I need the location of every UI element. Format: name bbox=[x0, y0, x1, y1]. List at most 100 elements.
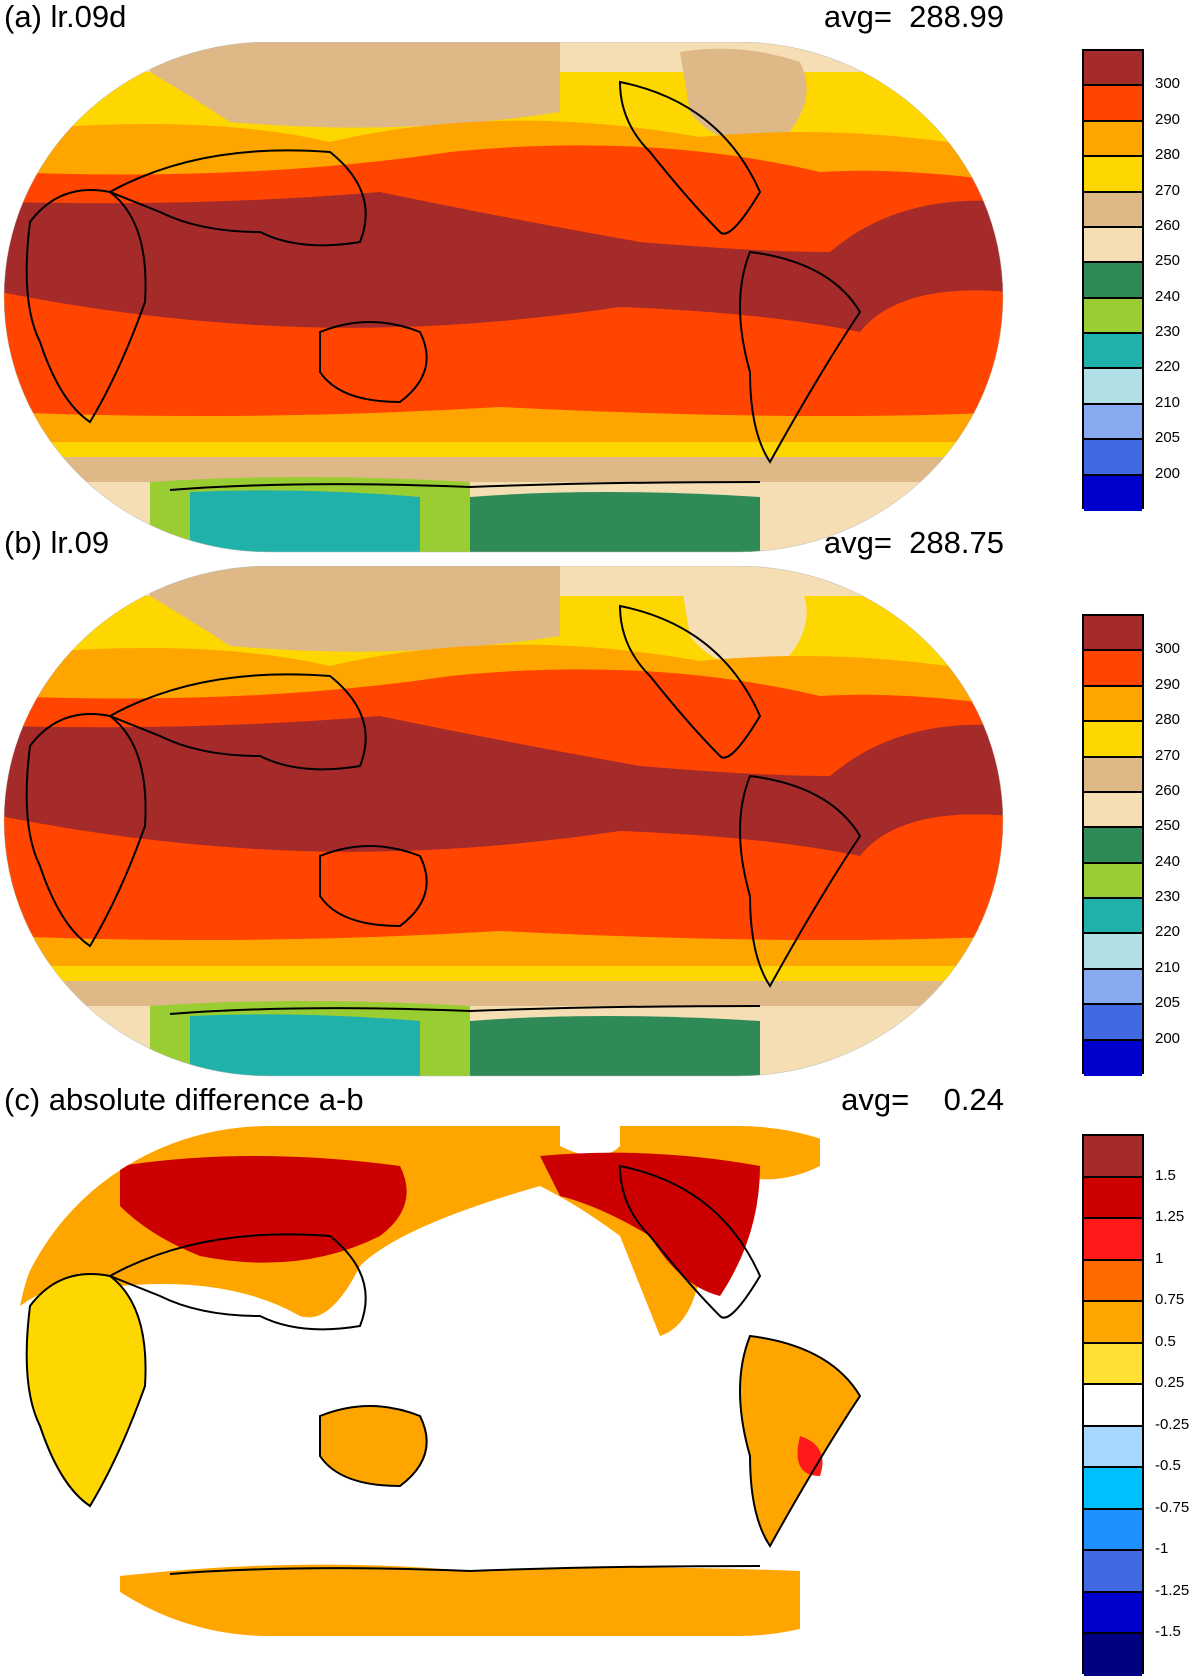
panel-title: (c) absolute difference a-b bbox=[4, 1082, 364, 1117]
coastline-australia bbox=[319, 321, 428, 404]
panel-c: (c) absolute difference a-b avg= 0.24 1.… bbox=[0, 1083, 1194, 1677]
colorbar-label: 1.25 bbox=[1155, 1208, 1185, 1226]
coastlines bbox=[25, 604, 862, 1015]
map-border bbox=[3, 566, 1004, 1077]
coastline-antarctica bbox=[169, 481, 761, 491]
colorbar-label: 205 bbox=[1155, 994, 1181, 1012]
colorbar-label: 250 bbox=[1155, 817, 1181, 835]
map-zone-260 bbox=[150, 42, 560, 128]
colorbar-label: 250 bbox=[1155, 252, 1181, 270]
colorbar-label: 200 bbox=[1155, 464, 1181, 482]
colorbar-swatch bbox=[1084, 1005, 1142, 1041]
coastline-north-america bbox=[618, 1164, 762, 1319]
map-zone-240 bbox=[470, 492, 760, 552]
land-north-america-high bbox=[540, 1152, 760, 1296]
colorbar-swatch bbox=[1084, 616, 1142, 652]
colorbar-swatch bbox=[1084, 969, 1142, 1006]
coastline-antarctica bbox=[169, 1565, 761, 1575]
coastlines bbox=[25, 1164, 862, 1575]
panel-a: (a) lr.09d avg= 288.99 bbox=[0, 0, 1194, 560]
colorbar-swatch bbox=[1084, 686, 1142, 723]
panel-title: (a) lr.09d bbox=[4, 0, 127, 34]
colorbar-label: 220 bbox=[1155, 358, 1181, 376]
map-zone-260-greenland bbox=[680, 48, 807, 144]
colorbar-swatch bbox=[1084, 1592, 1142, 1635]
land-africa bbox=[26, 1274, 146, 1506]
colorbar-label: 280 bbox=[1155, 146, 1181, 164]
colorbar-label: 280 bbox=[1155, 711, 1181, 729]
colorbar-label: 290 bbox=[1155, 110, 1181, 128]
colorbar-swatch bbox=[1084, 263, 1142, 299]
colorbar-label: 205 bbox=[1155, 429, 1181, 447]
panel-average: avg= 288.75 bbox=[824, 526, 1004, 560]
colorbar-swatch bbox=[1084, 51, 1142, 87]
coastline-asia bbox=[107, 1233, 367, 1331]
colorbar-swatch bbox=[1084, 227, 1142, 264]
colorbar-label: 270 bbox=[1155, 746, 1181, 764]
land-eurasia-high bbox=[120, 1156, 407, 1263]
colorbar-label: 230 bbox=[1155, 323, 1181, 341]
colorbar-swatch bbox=[1084, 121, 1142, 158]
land-antarctica bbox=[120, 1564, 800, 1636]
colorbar-label: 0.75 bbox=[1155, 1291, 1185, 1309]
panel-average: avg= 288.99 bbox=[824, 0, 1004, 34]
coastline-asia bbox=[107, 149, 367, 247]
colorbar-swatch bbox=[1084, 1468, 1142, 1510]
avg-label: avg= bbox=[823, 525, 892, 560]
coastline-australia bbox=[319, 1405, 428, 1488]
colorbar-label: 210 bbox=[1155, 958, 1181, 976]
colorbar-swatch bbox=[1084, 192, 1142, 228]
map-zone-250-greenland bbox=[680, 572, 807, 668]
colorbar-swatch bbox=[1084, 1040, 1142, 1076]
colorbar-swatch bbox=[1084, 1426, 1142, 1469]
map-zone-220 bbox=[190, 490, 420, 552]
map-zone-260 bbox=[150, 566, 560, 652]
map-zone-240 bbox=[470, 1016, 760, 1076]
colorbar-swatch bbox=[1084, 899, 1142, 935]
colorbar-label: 290 bbox=[1155, 675, 1181, 693]
panel-average: avg= 0.24 bbox=[841, 1083, 1004, 1117]
coastline-south-america bbox=[739, 774, 862, 988]
colorbar-label: 220 bbox=[1155, 923, 1181, 941]
colorbar-swatch bbox=[1084, 1343, 1142, 1386]
colorbar-swatch bbox=[1084, 863, 1142, 899]
colorbar-label: 240 bbox=[1155, 287, 1181, 305]
colorbar-label: 1.5 bbox=[1155, 1166, 1176, 1184]
colorbar-swatch bbox=[1084, 157, 1142, 193]
colorbar-label: 0.25 bbox=[1155, 1374, 1185, 1392]
colorbar-swatch bbox=[1084, 1551, 1142, 1593]
colorbar bbox=[1082, 1134, 1144, 1676]
map-zone-220 bbox=[190, 1014, 420, 1076]
colorbar-swatch bbox=[1084, 404, 1142, 441]
coastline-south-america bbox=[739, 250, 862, 464]
colorbar-label: 200 bbox=[1155, 1029, 1181, 1047]
colorbar-swatch bbox=[1084, 792, 1142, 829]
avg-value: 0.24 bbox=[943, 1082, 1004, 1117]
coastline-north-america bbox=[618, 80, 762, 235]
colorbar-label: -1.25 bbox=[1155, 1581, 1190, 1599]
colorbar-swatch bbox=[1084, 86, 1142, 122]
colorbar-swatch bbox=[1084, 440, 1142, 476]
panel-title: (b) lr.09 bbox=[4, 525, 110, 560]
colorbar-label: 300 bbox=[1155, 75, 1181, 93]
colorbar-label: 260 bbox=[1155, 216, 1181, 234]
colorbar-label: -0.5 bbox=[1155, 1457, 1181, 1475]
coastline-antarctica bbox=[169, 1005, 761, 1015]
colorbar-swatch bbox=[1084, 934, 1142, 970]
coastline-australia bbox=[319, 845, 428, 928]
difference-map bbox=[4, 1126, 1003, 1636]
colorbar-label: 1 bbox=[1155, 1249, 1164, 1267]
colorbar-label: 0.5 bbox=[1155, 1332, 1176, 1350]
colorbar-label: 270 bbox=[1155, 181, 1181, 199]
colorbar-label: -1 bbox=[1155, 1540, 1169, 1558]
land-australia bbox=[320, 1406, 427, 1486]
colorbar-swatch bbox=[1084, 1177, 1142, 1220]
colorbar-label: -0.25 bbox=[1155, 1415, 1190, 1433]
map-border bbox=[3, 42, 1004, 553]
colorbar bbox=[1082, 49, 1144, 511]
colorbar-label: 300 bbox=[1155, 640, 1181, 658]
avg-label: avg= bbox=[841, 1082, 910, 1117]
avg-value: 288.75 bbox=[909, 525, 1004, 560]
colorbar-swatch bbox=[1084, 1302, 1142, 1344]
colorbar-swatch bbox=[1084, 334, 1142, 370]
